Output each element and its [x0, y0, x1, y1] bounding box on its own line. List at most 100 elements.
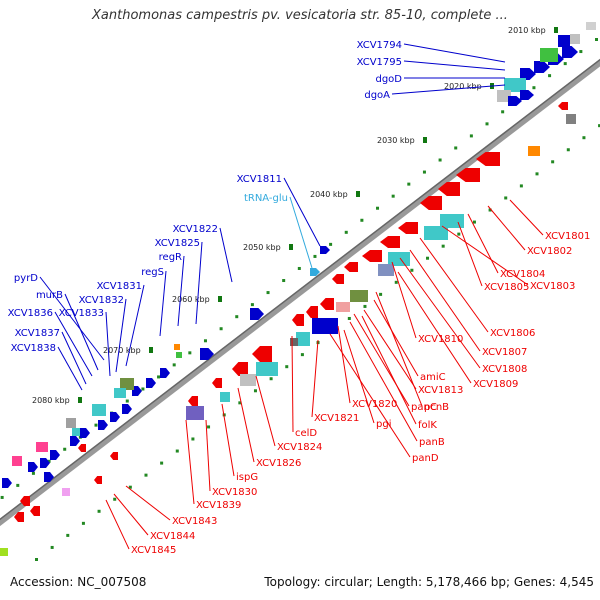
gene-label[interactable]: XCV1808 — [482, 364, 527, 375]
gene-label[interactable]: XCV1807 — [482, 347, 527, 358]
scale-tick — [78, 397, 82, 403]
gene-feature — [212, 378, 222, 388]
label-leader — [403, 43, 506, 63]
gene-feature — [2, 478, 12, 488]
gene-label[interactable]: ispG — [236, 472, 258, 483]
label-leader — [255, 375, 276, 447]
gene-feature — [332, 274, 344, 284]
gene-label[interactable]: celD — [295, 428, 317, 439]
label-leader — [64, 293, 99, 371]
gene-feature — [80, 428, 90, 438]
gene-label[interactable]: XCV1821 — [314, 413, 359, 424]
scale-dot — [160, 461, 164, 465]
gene-label[interactable]: XCV1813 — [418, 385, 463, 396]
gene-feature — [232, 362, 248, 376]
gene-feature — [344, 262, 358, 272]
gene-label[interactable]: pyrD — [14, 273, 38, 284]
gene-label[interactable]: tRNA-glu — [244, 193, 288, 204]
gene-label[interactable]: regS — [141, 267, 164, 278]
gene-feature — [508, 96, 522, 106]
scale-dot — [598, 124, 600, 128]
scale-dot — [297, 266, 301, 270]
scale-dot — [253, 389, 257, 393]
scale-dot — [238, 401, 242, 405]
gene-feature — [456, 168, 480, 182]
label-leader — [337, 325, 351, 404]
gene-label[interactable]: XCV1809 — [473, 379, 518, 390]
gene-feature — [440, 214, 464, 228]
gene-label[interactable]: XCV1804 — [500, 269, 545, 280]
gene-feature — [290, 338, 298, 346]
gene-label[interactable]: XCV1844 — [150, 531, 195, 542]
gene-label[interactable]: regR — [159, 252, 182, 263]
scale-dot — [344, 230, 348, 234]
gene-feature — [310, 268, 320, 276]
gene-label[interactable]: XCV1795 — [357, 57, 402, 68]
label-leader — [349, 321, 418, 442]
gene-label[interactable]: pcnB — [424, 402, 449, 413]
scale-dot — [141, 387, 145, 391]
scale-dot — [566, 148, 570, 152]
gene-label[interactable]: folK — [418, 420, 437, 431]
scale-dot — [391, 194, 395, 198]
gene-label[interactable]: XCV1839 — [196, 500, 241, 511]
scale-label: 2020 kbp — [444, 82, 482, 91]
gene-label[interactable]: XCV1820 — [352, 399, 397, 410]
gene-label[interactable]: XCV1794 — [357, 40, 402, 51]
gene-label[interactable]: XCV1810 — [418, 334, 463, 345]
gene-label[interactable]: amiC — [420, 372, 446, 383]
label-leader — [185, 419, 195, 505]
gene-label[interactable]: XCV1824 — [277, 442, 322, 453]
gene-feature — [174, 344, 180, 350]
gene-label[interactable]: XCV1802 — [527, 246, 572, 257]
gene-label[interactable]: XCV1831 — [97, 281, 142, 292]
gene-label[interactable]: XCV1811 — [237, 174, 282, 185]
scale-dot — [360, 218, 364, 222]
label-leader — [125, 485, 171, 521]
scale-dot — [266, 291, 270, 295]
gene-label[interactable]: panD — [412, 453, 439, 464]
gene-label[interactable]: panB — [419, 437, 445, 448]
gene-label[interactable]: XCV1837 — [15, 328, 60, 339]
gene-feature — [220, 392, 230, 402]
gene-feature — [14, 512, 24, 522]
gene-label[interactable]: XCV1803 — [530, 281, 575, 292]
scale-dot — [501, 110, 505, 114]
gene-label[interactable]: XCV1830 — [212, 487, 257, 498]
gene-feature — [586, 22, 596, 30]
gene-label[interactable]: XCV1826 — [256, 458, 301, 469]
label-leader — [61, 331, 87, 385]
gene-label[interactable]: XCV1825 — [155, 238, 200, 249]
scale-dot — [579, 50, 583, 54]
scale-dot — [519, 184, 523, 188]
gene-feature — [66, 418, 76, 428]
gene-label[interactable]: murB — [36, 290, 63, 301]
label-leaders — [39, 43, 544, 550]
gene-feature — [534, 61, 550, 73]
gene-label[interactable]: XCV1801 — [545, 231, 590, 242]
gene-label[interactable]: XCV1806 — [490, 328, 535, 339]
label-leader — [289, 196, 313, 269]
scale-dot — [157, 375, 161, 379]
scale-dot — [16, 483, 20, 487]
gene-feature — [50, 450, 60, 460]
gene-label[interactable]: XCV1836 — [8, 308, 53, 319]
gene-label[interactable]: XCV1833 — [59, 308, 104, 319]
label-leader — [373, 299, 419, 377]
scale-dot — [235, 315, 239, 319]
gene-label[interactable]: XCV1838 — [11, 343, 56, 354]
gene-feature — [186, 406, 204, 420]
gene-label[interactable]: XCV1843 — [172, 516, 217, 527]
gene-label[interactable]: XCV1805 — [484, 282, 529, 293]
scale-dot — [207, 425, 211, 429]
gene-label[interactable]: dgoD — [375, 74, 402, 85]
gene-label[interactable]: XCV1822 — [173, 224, 218, 235]
gene-label[interactable]: dgoA — [364, 90, 390, 101]
gene-label[interactable]: XCV1845 — [131, 545, 176, 556]
gene-label[interactable]: XCV1832 — [79, 295, 124, 306]
gene-feature — [62, 488, 70, 496]
gene-label[interactable]: panC — [411, 402, 437, 413]
gene-feature — [320, 246, 330, 254]
gene-label[interactable]: pgi — [376, 419, 391, 430]
label-leader — [125, 284, 145, 367]
